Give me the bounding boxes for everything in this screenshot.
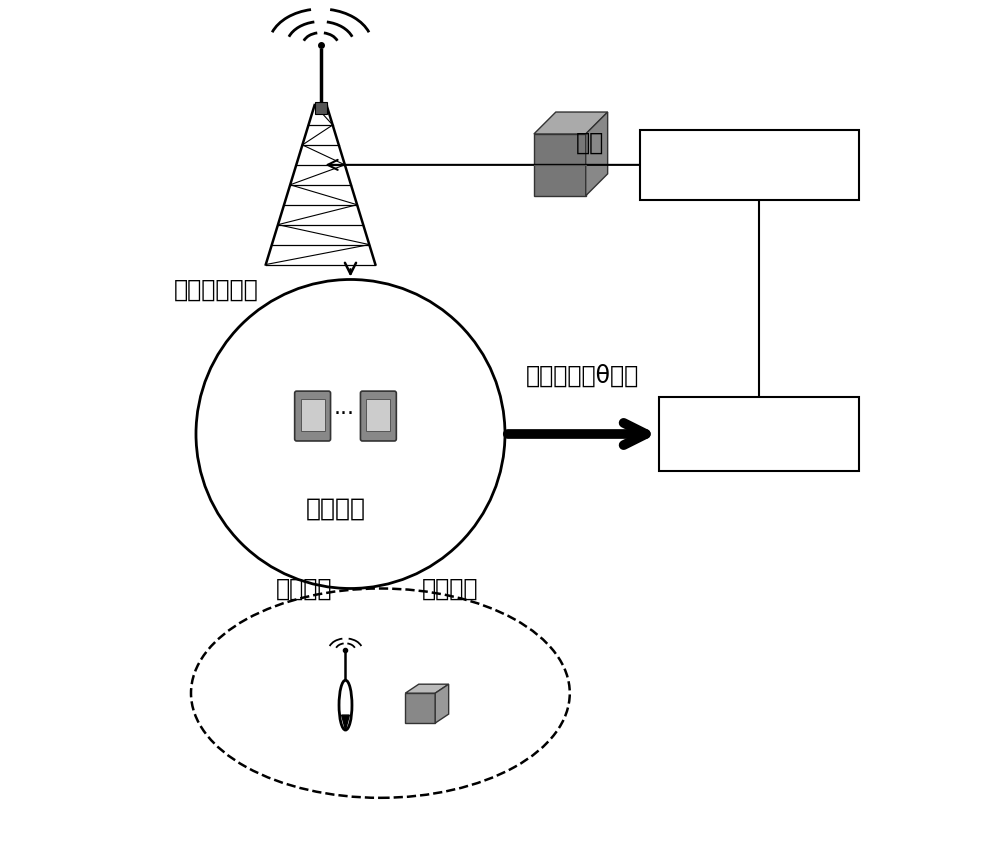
Bar xyxy=(640,130,859,200)
Polygon shape xyxy=(405,684,449,693)
Text: 上传: 上传 xyxy=(576,131,604,155)
Text: 全局模型广播: 全局模型广播 xyxy=(174,277,258,302)
Polygon shape xyxy=(534,134,586,196)
FancyBboxPatch shape xyxy=(360,391,396,441)
Bar xyxy=(659,397,859,472)
Text: 用本地精度θ训练: 用本地精度θ训练 xyxy=(526,365,639,388)
FancyBboxPatch shape xyxy=(295,391,331,441)
Bar xyxy=(366,399,390,431)
Text: 服务器汇总: 服务器汇总 xyxy=(708,151,791,179)
Text: 数据卸载: 数据卸载 xyxy=(275,576,332,600)
Polygon shape xyxy=(342,715,349,730)
Text: 覆盖范围: 覆盖范围 xyxy=(306,497,366,521)
Text: 本地模型: 本地模型 xyxy=(726,420,792,448)
Polygon shape xyxy=(586,112,608,196)
Ellipse shape xyxy=(196,279,505,588)
Ellipse shape xyxy=(339,680,352,730)
Text: ···: ··· xyxy=(334,404,355,424)
Polygon shape xyxy=(534,112,608,134)
Text: 模型回传: 模型回传 xyxy=(422,576,478,600)
Polygon shape xyxy=(405,693,435,723)
Bar xyxy=(301,399,325,431)
Bar xyxy=(315,102,327,114)
Polygon shape xyxy=(435,684,449,723)
